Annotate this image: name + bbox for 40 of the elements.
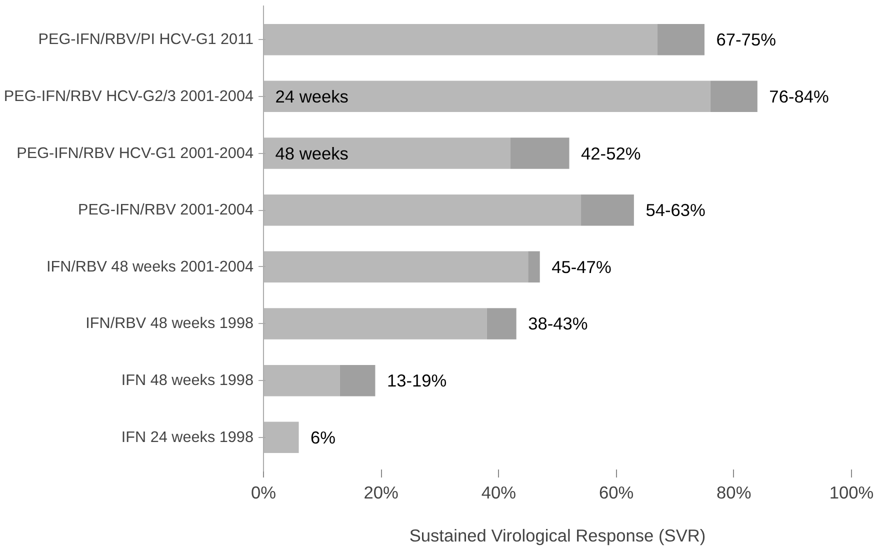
- y-tick-label: IFN 24 weeks 1998: [121, 428, 254, 446]
- y-tick-label: PEG-IFN/RBV HCV-G2/3 2001-2004: [4, 88, 254, 105]
- bar: [581, 194, 634, 226]
- x-tick-label: 40%: [481, 482, 516, 502]
- annotation: 6%: [310, 427, 336, 448]
- y-tick-label: PEG-IFN/RBV HCV-G1 2001-2004: [16, 144, 254, 162]
- annotation: 54-63%: [646, 200, 706, 220]
- bar: [264, 308, 487, 340]
- y-tick-label: IFN/RBV 48 weeks 2001-2004: [46, 258, 254, 276]
- annotation: 45-47%: [552, 256, 612, 277]
- annotation: 24 weeks: [275, 86, 349, 106]
- bar: [710, 80, 758, 112]
- annotation: 76-84%: [769, 86, 829, 106]
- bar: [510, 138, 570, 169]
- annotation: 67-75%: [716, 30, 776, 50]
- y-tick-label: IFN 48 weeks 1998: [121, 372, 254, 390]
- bar: [264, 24, 658, 56]
- x-tick-label: 100%: [829, 482, 874, 502]
- y-tick-label: PEG-IFN/RBV 2001-2004: [78, 202, 254, 219]
- bar: [264, 251, 528, 283]
- x-tick-label: 80%: [716, 482, 752, 502]
- bar: [486, 308, 516, 340]
- annotation: 42-52%: [581, 143, 641, 164]
- bar: [264, 364, 340, 396]
- bar: [264, 138, 510, 169]
- y-tick-label: PEG-IFN/RBV/PI HCV-G1 2011: [38, 31, 254, 48]
- x-tick-label: 60%: [598, 482, 634, 502]
- annotation: 38-43%: [528, 314, 588, 334]
- y-tick-label: IFN/RBV 48 weeks 1998: [86, 315, 254, 332]
- x-tick-label: 20%: [364, 482, 398, 502]
- bar: [264, 194, 582, 226]
- bar: [264, 80, 710, 112]
- x-tick-label: 0%: [250, 482, 276, 502]
- annotation: 13-19%: [386, 370, 447, 391]
- bar: [528, 251, 540, 283]
- annotation: 48 weeks: [275, 143, 349, 164]
- bar: [340, 364, 376, 396]
- bar: [657, 24, 704, 56]
- bar: [264, 422, 299, 454]
- x-axis-title: Sustained Virological Response (SVR): [409, 526, 706, 546]
